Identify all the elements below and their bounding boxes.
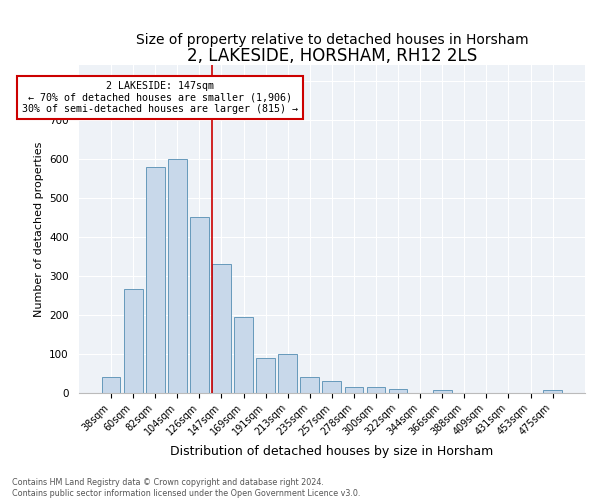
Text: Contains HM Land Registry data © Crown copyright and database right 2024.
Contai: Contains HM Land Registry data © Crown c…: [12, 478, 361, 498]
Bar: [344, 387, 363, 393]
Bar: [367, 387, 385, 393]
Bar: [389, 389, 407, 393]
Bar: [146, 166, 164, 393]
X-axis label: Distribution of detached houses by size in Horsham: Distribution of detached houses by size …: [170, 444, 493, 458]
Bar: [168, 159, 187, 393]
Bar: [433, 390, 452, 393]
Bar: [256, 358, 275, 393]
Text: 2 LAKESIDE: 147sqm
← 70% of detached houses are smaller (1,906)
30% of semi-deta: 2 LAKESIDE: 147sqm ← 70% of detached hou…: [22, 81, 298, 114]
Bar: [234, 317, 253, 393]
Title: 2, LAKESIDE, HORSHAM, RH12 2LS: 2, LAKESIDE, HORSHAM, RH12 2LS: [187, 47, 477, 65]
Text: Size of property relative to detached houses in Horsham: Size of property relative to detached ho…: [136, 33, 528, 47]
Bar: [101, 377, 121, 393]
Bar: [322, 381, 341, 393]
Bar: [543, 390, 562, 393]
Bar: [301, 377, 319, 393]
Bar: [124, 290, 143, 393]
Bar: [190, 218, 209, 393]
Bar: [212, 264, 231, 393]
Y-axis label: Number of detached properties: Number of detached properties: [34, 142, 44, 316]
Bar: [278, 354, 297, 393]
